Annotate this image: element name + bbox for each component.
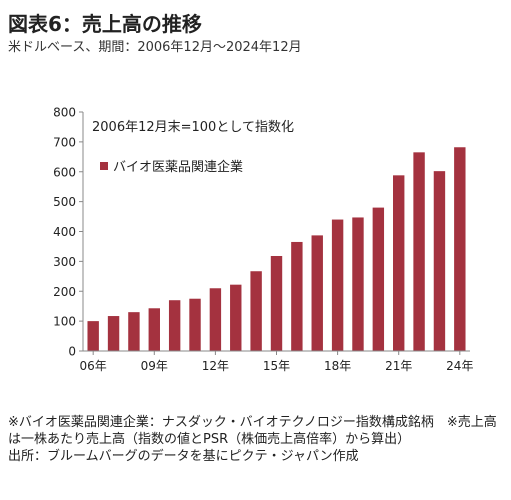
legend-swatch — [100, 162, 108, 170]
bar — [413, 152, 425, 351]
x-tick-label: 15年 — [263, 359, 290, 373]
x-tick-label: 12年 — [202, 359, 229, 373]
bar — [352, 217, 364, 351]
legend-label: バイオ医薬品関連企業 — [113, 159, 243, 175]
bar — [372, 207, 385, 351]
chart-annotation: 2006年12月末=100として指数化 — [92, 120, 294, 135]
x-tick-label: 06年 — [80, 359, 107, 373]
x-axis-ticks: 06年 09年 12年 15年 18年 21年 24年 — [80, 351, 473, 373]
bar — [433, 171, 446, 351]
x-tick-label: 09年 — [141, 359, 168, 373]
y-tick-label: 600 — [53, 165, 76, 179]
bar-series — [87, 147, 466, 351]
bar — [311, 235, 323, 351]
y-tick-label: 700 — [53, 135, 76, 149]
bar — [168, 300, 181, 351]
bar — [148, 308, 160, 351]
y-tick-label: 800 — [53, 106, 76, 120]
x-tick-label: 18年 — [324, 359, 351, 373]
bar — [393, 175, 405, 351]
bar — [291, 241, 303, 351]
chart-subtitle: 米ドルベース、期間：2006年12月～2024年12月 — [8, 40, 302, 55]
footnotes: ※バイオ医薬品関連企業：ナスダック・バイオテクノロジー指数構成銘柄 ※売上高は一… — [8, 414, 503, 465]
bar — [230, 284, 242, 351]
footnote-note: ※バイオ医薬品関連企業：ナスダック・バイオテクノロジー指数構成銘柄 ※売上高は一… — [8, 415, 497, 447]
y-tick-label: 500 — [53, 195, 76, 209]
bar — [107, 316, 120, 351]
footnote-source: 出所：ブルームバーグのデータを基にピクテ・ジャパン作成 — [8, 449, 359, 464]
legend: バイオ医薬品関連企業 — [100, 159, 243, 175]
x-tick-label: 21年 — [385, 359, 412, 373]
y-tick-label: 400 — [53, 225, 76, 239]
bar — [128, 312, 140, 351]
bar — [331, 219, 344, 351]
y-tick-label: 300 — [53, 255, 76, 269]
bar — [87, 321, 99, 351]
bar — [454, 147, 466, 351]
bar — [270, 255, 283, 351]
y-tick-label: 0 — [68, 345, 76, 359]
bar — [189, 298, 201, 351]
x-tick-label: 24年 — [446, 359, 473, 373]
y-axis-ticks: 0 100 200 300 400 500 600 700 800 — [53, 106, 83, 359]
y-tick-label: 200 — [53, 285, 76, 299]
bar — [209, 288, 222, 351]
bar — [250, 271, 262, 351]
y-tick-label: 100 — [53, 315, 76, 329]
chart-title: 図表6：売上高の推移 — [8, 12, 202, 36]
